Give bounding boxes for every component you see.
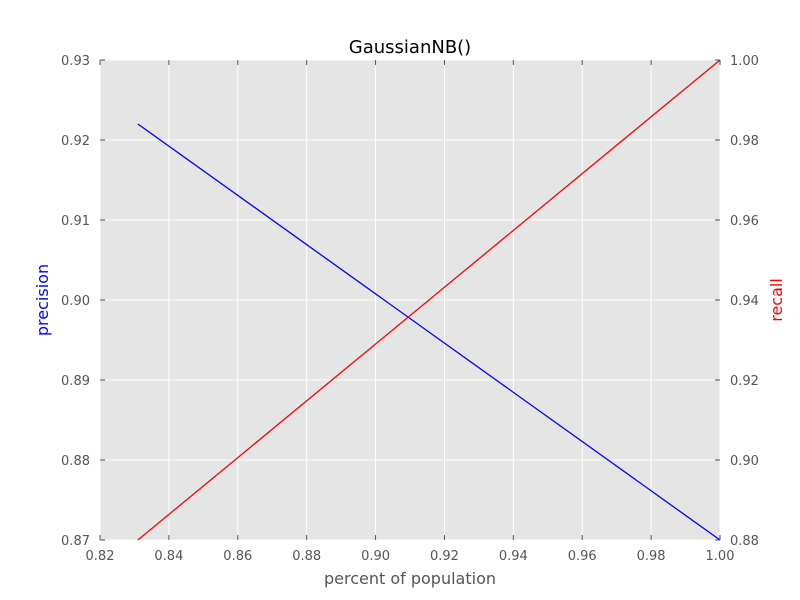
ticks-layer: 0.82 0.84 0.86 0.88 0.90 0.92 0.94 0.96 0.98 1.00…	[61, 54, 759, 564]
series-layer	[137, 59, 721, 541]
y-right-tick-label: 0.94	[730, 294, 759, 309]
x-tick-label: 0.82	[86, 549, 115, 564]
x-tick-label: 0.98	[637, 549, 666, 564]
y-left-tick-label: 0.92	[61, 134, 90, 149]
recall-series-line	[137, 59, 721, 541]
y-right-tick-label: 0.88	[730, 534, 759, 549]
x-tick-label: 0.90	[361, 549, 390, 564]
x-tick-label: 0.96	[568, 549, 597, 564]
x-tick-label: 0.88	[292, 549, 321, 564]
y-left-axis-label: precision	[33, 264, 52, 336]
y-right-tick-label: 0.96	[730, 214, 759, 229]
x-tick-label: 0.94	[499, 549, 528, 564]
y-right-tick-label: 1.00	[730, 54, 759, 69]
y-right-tick-label: 0.90	[730, 454, 759, 469]
y-left-tick-label: 0.87	[61, 534, 90, 549]
y-right-tick-label: 0.98	[730, 134, 759, 149]
y-left-tick-label: 0.88	[61, 454, 90, 469]
y-left-tick-label: 0.89	[61, 374, 90, 389]
x-tick-label: 0.84	[154, 549, 183, 564]
x-tick-label: 0.92	[430, 549, 459, 564]
precision-series-line	[137, 123, 721, 541]
y-left-tick-label: 0.93	[61, 54, 90, 69]
y-left-tick-label: 0.90	[61, 294, 90, 309]
chart-title: GaussianNB()	[349, 37, 471, 58]
x-tick-label: 1.00	[706, 549, 735, 564]
x-axis-label: percent of population	[324, 569, 496, 588]
y-right-axis-label: recall	[767, 278, 786, 322]
x-tick-label: 0.86	[223, 549, 252, 564]
y-left-tick-label: 0.91	[61, 214, 90, 229]
y-right-tick-label: 0.92	[730, 374, 759, 389]
